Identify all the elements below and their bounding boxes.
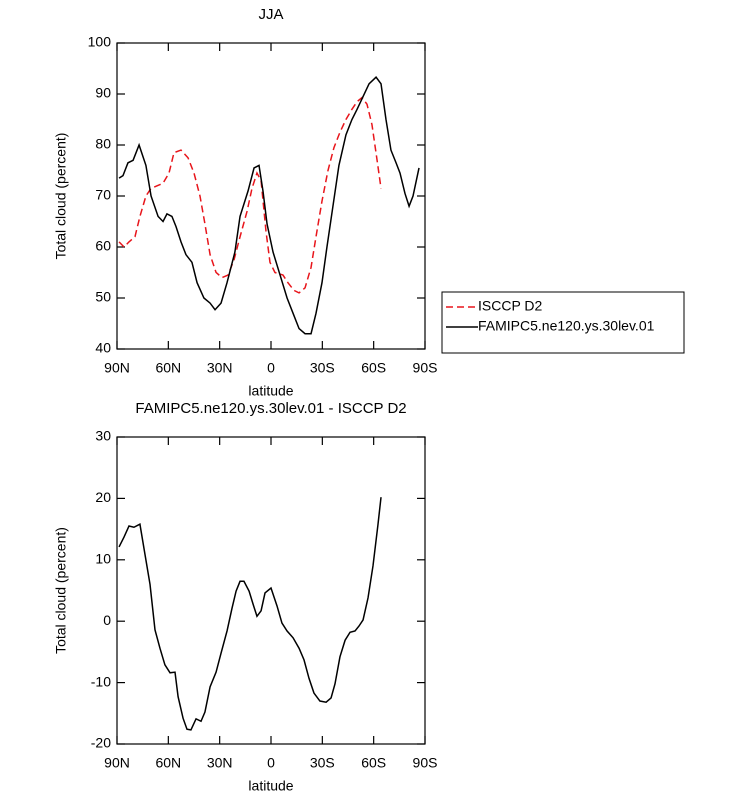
y-tick-label: 10 (95, 551, 111, 567)
plot-frame (116, 436, 426, 745)
y-tick-label: 70 (95, 187, 111, 203)
x-tick-label: 30N (207, 360, 233, 376)
x-tick-label: 60N (155, 360, 181, 376)
y-tick-label: 100 (88, 34, 112, 50)
x-axis-label: latitude (248, 778, 293, 794)
x-tick-label: 90S (413, 360, 438, 376)
legend-box (441, 291, 685, 354)
chart-title: FAMIPC5.ne120.ys.30lev.01 - ISCCP D2 (135, 400, 406, 417)
plot-frame (116, 42, 426, 350)
y-tick-label: 90 (95, 85, 111, 101)
data-line (118, 76, 420, 335)
data-line (118, 96, 382, 294)
x-tick-label: 30N (207, 755, 233, 771)
y-axis-label: Total cloud (percent) (53, 527, 69, 654)
x-tick-label: 30S (310, 755, 335, 771)
chart-title: JJA (258, 6, 283, 23)
x-tick-label: 60S (361, 755, 386, 771)
y-tick-label: 50 (95, 289, 111, 305)
x-tick-label: 30S (310, 360, 335, 376)
data-line (118, 497, 382, 731)
x-tick-label: 90N (104, 755, 130, 771)
y-tick-label: 40 (95, 340, 111, 356)
x-tick-label: 60S (361, 360, 386, 376)
y-tick-label: 60 (95, 238, 111, 254)
x-tick-label: 90S (413, 755, 438, 771)
x-tick-label: 0 (267, 755, 275, 771)
y-tick-label: 30 (95, 428, 111, 444)
legend-label: FAMIPC5.ne120.ys.30lev.01 (478, 318, 655, 334)
x-tick-label: 0 (267, 360, 275, 376)
legend-label: ISCCP D2 (478, 298, 543, 314)
x-tick-label: 90N (104, 360, 130, 376)
y-tick-label: 20 (95, 489, 111, 505)
y-tick-label: 0 (103, 612, 111, 628)
y-tick-label: -10 (91, 673, 111, 689)
y-tick-label: -20 (91, 735, 111, 751)
x-axis-label: latitude (248, 383, 293, 399)
y-axis-label: Total cloud (percent) (53, 133, 69, 260)
x-tick-label: 60N (155, 755, 181, 771)
y-tick-label: 80 (95, 136, 111, 152)
